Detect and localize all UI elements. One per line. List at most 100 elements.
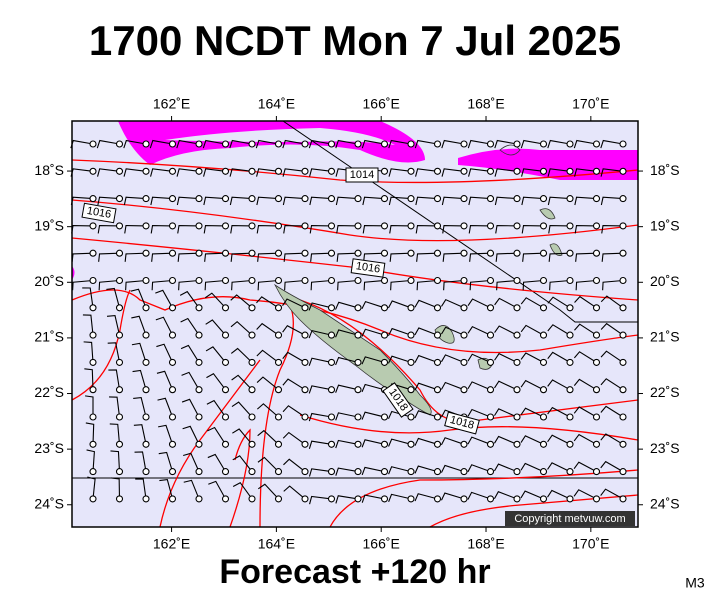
wind-barb — [600, 460, 624, 473]
lon-tick-label: 170˚E — [572, 536, 609, 552]
station-circle — [460, 167, 468, 175]
station-circle — [195, 386, 203, 394]
station-circle — [566, 331, 574, 339]
wind-barb — [257, 279, 279, 291]
wind-barb — [257, 456, 279, 472]
station-circle — [168, 276, 177, 285]
station-circle — [115, 358, 124, 366]
station-circle — [619, 440, 627, 448]
station-circle — [115, 276, 124, 285]
station-circle — [115, 140, 124, 148]
wind-barb — [158, 424, 174, 445]
wind-barb — [85, 395, 94, 417]
isobar-label: 1014 — [350, 169, 374, 181]
isobar-labels: 1014 1016 1016 1018 1018 — [81, 167, 480, 435]
station-circle — [566, 358, 574, 366]
wind-barb — [600, 139, 624, 149]
station-circle — [460, 276, 468, 285]
station-circle — [486, 195, 495, 203]
wind-barb — [133, 396, 147, 418]
station-circle — [274, 140, 283, 148]
station-circle — [354, 386, 362, 394]
wind-barb — [441, 168, 465, 177]
station-circle — [592, 167, 601, 175]
wind-barb — [601, 252, 624, 262]
station-circle — [168, 304, 177, 312]
lat-tick-label: 18˚S — [650, 162, 680, 178]
station-circle — [354, 249, 362, 257]
wind-barb — [414, 139, 438, 149]
wind-barb — [575, 252, 597, 262]
wind-barb — [440, 354, 465, 363]
wind-barb — [468, 168, 491, 177]
wind-barb — [85, 422, 95, 445]
wind-barb — [495, 224, 518, 234]
station-circle — [221, 468, 230, 476]
lon-tick-label: 168˚E — [467, 96, 504, 112]
station-circle — [407, 468, 415, 476]
station-circle — [407, 304, 415, 312]
wind-barb — [547, 139, 571, 149]
station-circle — [195, 331, 203, 339]
wind-barb — [309, 495, 332, 505]
wind-barb — [232, 482, 253, 500]
wind-barb — [520, 490, 544, 500]
station-circle — [433, 167, 442, 175]
station-circle — [619, 495, 627, 503]
station-circle — [142, 386, 150, 394]
station-circle — [89, 222, 97, 230]
wind-barb — [232, 455, 253, 472]
wind-barb — [98, 252, 120, 262]
station-circle — [354, 495, 362, 503]
station-circle — [566, 249, 574, 257]
station-circle — [274, 304, 283, 312]
wind-barb — [414, 465, 438, 474]
wind-barb — [416, 252, 438, 262]
wind-barb — [600, 405, 624, 418]
wind-barb — [573, 139, 597, 149]
wind-barb — [335, 356, 359, 366]
station-circle — [142, 331, 150, 339]
station-circle — [327, 304, 336, 312]
copyright-box — [505, 511, 635, 526]
wind-barb — [574, 168, 597, 177]
station-circle — [354, 195, 362, 203]
footer-text: Forecast +120 hr — [219, 553, 490, 591]
wind-barb — [133, 424, 147, 445]
station-circle — [221, 386, 230, 394]
wind-barb — [467, 325, 491, 336]
station-circle — [566, 495, 574, 503]
wind-barb — [308, 302, 332, 311]
wind-barb — [414, 410, 438, 419]
wind-barb — [308, 468, 332, 477]
wind-barb — [282, 351, 306, 363]
wind-barb — [467, 408, 491, 418]
wind-barb — [82, 287, 94, 308]
wind-barb — [602, 279, 624, 291]
wind-barb — [98, 279, 120, 291]
wind-barb — [97, 168, 120, 177]
station-circle — [513, 167, 521, 175]
station-circle — [433, 249, 442, 257]
wind-barb — [131, 315, 147, 336]
station-circle — [221, 276, 230, 285]
lat-tick-label: 18˚S — [34, 162, 64, 178]
station-circle — [195, 468, 203, 476]
wind-barb — [440, 492, 465, 501]
wind-barb — [203, 224, 226, 234]
station-circle — [301, 386, 309, 394]
station-circle — [142, 413, 150, 421]
station-circle — [221, 440, 230, 448]
lon-tick-label: 162˚E — [153, 96, 190, 112]
station-circle — [566, 195, 574, 203]
wind-barb — [467, 491, 491, 500]
station-circle — [274, 413, 283, 421]
wind-barb — [204, 279, 226, 291]
station-circle — [89, 468, 97, 476]
station-circle — [486, 249, 495, 257]
station-circle — [195, 304, 203, 312]
station-circle — [539, 440, 548, 448]
wind-barb — [388, 438, 412, 447]
station-circle — [168, 167, 177, 175]
station-circle — [460, 386, 468, 394]
